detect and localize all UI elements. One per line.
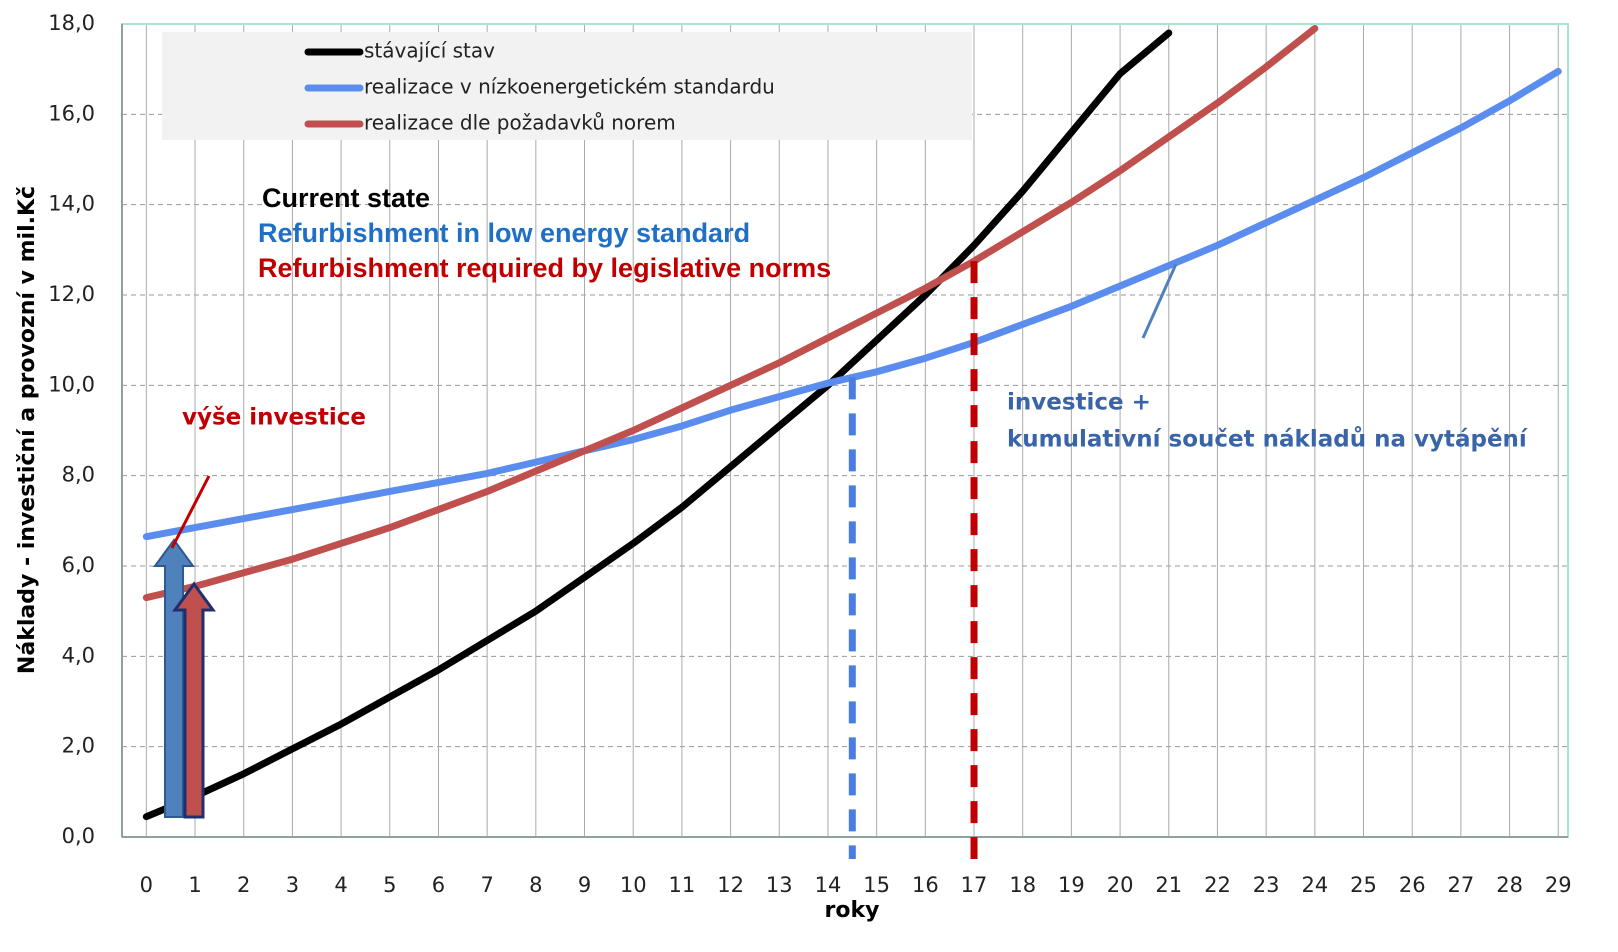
annotation: Current state — [262, 183, 430, 213]
annotation: výše investice — [182, 405, 366, 431]
x-tick-label: 19 — [1058, 873, 1085, 897]
series-group — [142, 25, 1562, 821]
pointer — [170, 475, 211, 549]
arrow — [153, 538, 195, 818]
series-line — [142, 25, 1319, 602]
x-tick-label: 14 — [815, 873, 842, 897]
series-line — [142, 29, 1173, 821]
legend-label: realizace dle požadavků norem — [364, 111, 676, 135]
legend-label: realizace v nízkoenergetickém standardu — [364, 75, 775, 99]
x-tick-label: 12 — [717, 873, 744, 897]
x-tick-label: 13 — [766, 873, 793, 897]
y-tick-label: 0,0 — [62, 824, 95, 848]
x-tick-label: 4 — [334, 873, 347, 897]
x-tick-label: 20 — [1107, 873, 1134, 897]
x-tick-label: 11 — [669, 873, 696, 897]
y-tick-label: 14,0 — [48, 192, 95, 216]
x-tick-label: 28 — [1496, 873, 1523, 897]
y-tick-label: 12,0 — [48, 282, 95, 306]
pointer — [1141, 263, 1178, 339]
x-tick-label: 10 — [620, 873, 647, 897]
x-tick-label: 24 — [1301, 873, 1328, 897]
y-tick-label: 18,0 — [48, 11, 95, 35]
x-tick-label: 9 — [578, 873, 591, 897]
x-tick-label: 17 — [961, 873, 988, 897]
x-tick-label: 22 — [1204, 873, 1231, 897]
series-line — [142, 67, 1562, 541]
legend-box — [162, 32, 972, 140]
y-tick-label: 6,0 — [62, 553, 95, 577]
arrow — [172, 581, 216, 819]
annotation: kumulativní součet nákladů na vytápění — [1007, 426, 1528, 453]
y-tick-label: 16,0 — [48, 101, 95, 125]
x-tick-label: 1 — [188, 873, 201, 897]
annotation: investice + — [1007, 390, 1151, 416]
x-tick-label: 8 — [529, 873, 542, 897]
annotation: Refurbishment required by legislative no… — [258, 253, 831, 283]
x-tick-label: 5 — [383, 873, 396, 897]
y-tick-label: 8,0 — [62, 463, 95, 487]
x-tick-label: 21 — [1155, 873, 1182, 897]
x-tick-label: 18 — [1009, 873, 1036, 897]
x-tick-label: 16 — [912, 873, 939, 897]
x-axis-label: roky — [825, 898, 880, 923]
y-axis-label: Náklady - investiční a provozní v mil.Kč — [15, 186, 40, 674]
x-tick-label: 2 — [237, 873, 250, 897]
x-tick-label: 23 — [1253, 873, 1280, 897]
y-tick-label: 2,0 — [62, 734, 95, 758]
x-tick-label: 26 — [1399, 873, 1426, 897]
y-tick-label: 10,0 — [48, 372, 95, 396]
legend: stávající stav realizace v nízkoenergetic… — [304, 39, 775, 135]
x-tick-label: 25 — [1350, 873, 1377, 897]
annotation: Refurbishment in low energy standard — [258, 218, 750, 248]
x-tick-label: 27 — [1448, 873, 1475, 897]
x-tick-label: 0 — [140, 873, 153, 897]
x-tick-label: 15 — [863, 873, 890, 897]
legend-label: stávající stav — [364, 39, 495, 63]
x-tick-label: 7 — [480, 873, 493, 897]
y-tick-label: 4,0 — [62, 643, 95, 667]
investment-arrows — [153, 263, 1178, 819]
x-tick-label: 3 — [286, 873, 299, 897]
x-tick-label: 29 — [1545, 873, 1572, 897]
x-tick-label: 6 — [432, 873, 445, 897]
